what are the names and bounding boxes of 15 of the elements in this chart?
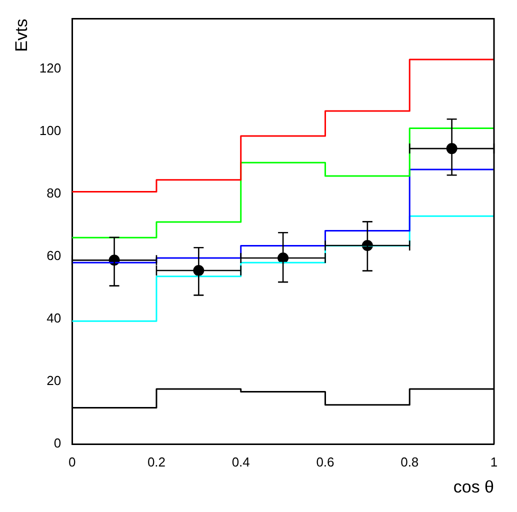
y-tick-label: 40 [46,310,62,326]
y-tick-label: 20 [46,373,62,388]
x-tick-label: 0.6 [316,454,334,470]
y-tick-label: 120 [39,60,62,76]
x-tick-label: 0.8 [400,454,419,470]
y-tick-label: 60 [46,248,62,263]
x-axis-title: cos θ [453,477,494,496]
y-tick-label: 100 [39,122,62,138]
y-axis-title: Evts [12,18,31,52]
x-tick-label: 0.4 [232,454,250,470]
x-tick-label: 0.2 [147,454,166,470]
x-tick-label: 1 [490,454,498,470]
y-tick-label: 0 [54,436,62,451]
x-tick-label: 0 [68,454,76,470]
y-tick-label: 80 [46,185,62,200]
